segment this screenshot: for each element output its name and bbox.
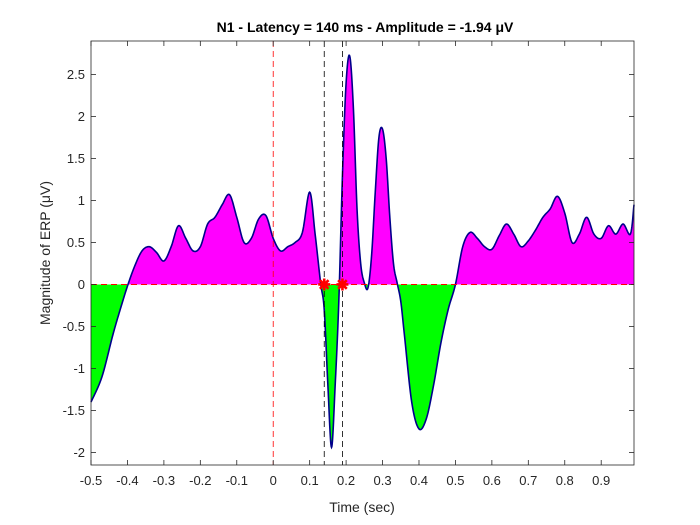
y-tick-label: 1.5 — [67, 151, 85, 166]
chart-title: N1 - Latency = 140 ms - Amplitude = -1.9… — [217, 19, 514, 35]
y-tick-label: 2 — [78, 109, 85, 124]
y-tick-label: -0.5 — [63, 319, 85, 334]
x-tick-label: 0.2 — [337, 473, 355, 488]
x-tick-label: -0.5 — [80, 473, 102, 488]
x-tick-label: 0.9 — [592, 473, 610, 488]
x-tick-label: 0.4 — [410, 473, 428, 488]
y-axis-label: Magnitude of ERP (μV) — [37, 181, 53, 325]
x-tick-label: 0.8 — [556, 473, 574, 488]
x-tick-label: 0 — [270, 473, 277, 488]
x-tick-label: 0.6 — [483, 473, 501, 488]
positive-area — [455, 196, 634, 285]
peak-marker — [318, 278, 331, 291]
y-tick-label: -1 — [73, 361, 85, 376]
y-tick-label: 0 — [78, 277, 85, 292]
x-tick-label: 0.7 — [519, 473, 537, 488]
x-tick-label: -0.1 — [226, 473, 248, 488]
y-tick-label: 2.5 — [67, 67, 85, 82]
x-tick-label: 0.5 — [446, 473, 464, 488]
erp-line — [90, 54, 635, 450]
positive-area — [128, 192, 321, 285]
x-tick-label: -0.2 — [189, 473, 211, 488]
plot-area: -0.5 -0.4 -0.3 -0.2 -0.1 0 0.1 0.2 0.3 0.4 0.5 0.6 0… — [63, 40, 635, 488]
x-axis-label: Time (sec) — [329, 499, 395, 515]
axes-box — [90, 40, 635, 466]
negative-area — [397, 284, 456, 430]
x-tick-label: 0.1 — [301, 473, 319, 488]
x-tick-label: -0.3 — [153, 473, 175, 488]
y-tick-label: 1 — [78, 193, 85, 208]
x-tick-label: -0.4 — [116, 473, 138, 488]
y-tick-label: -2 — [73, 445, 85, 460]
y-tick-label: -1.5 — [63, 403, 85, 418]
peak-marker — [336, 278, 349, 291]
positive-area — [339, 55, 365, 285]
y-tick-label: 0.5 — [67, 235, 85, 250]
x-tick-label: 0.3 — [374, 473, 392, 488]
positive-area — [368, 127, 398, 285]
